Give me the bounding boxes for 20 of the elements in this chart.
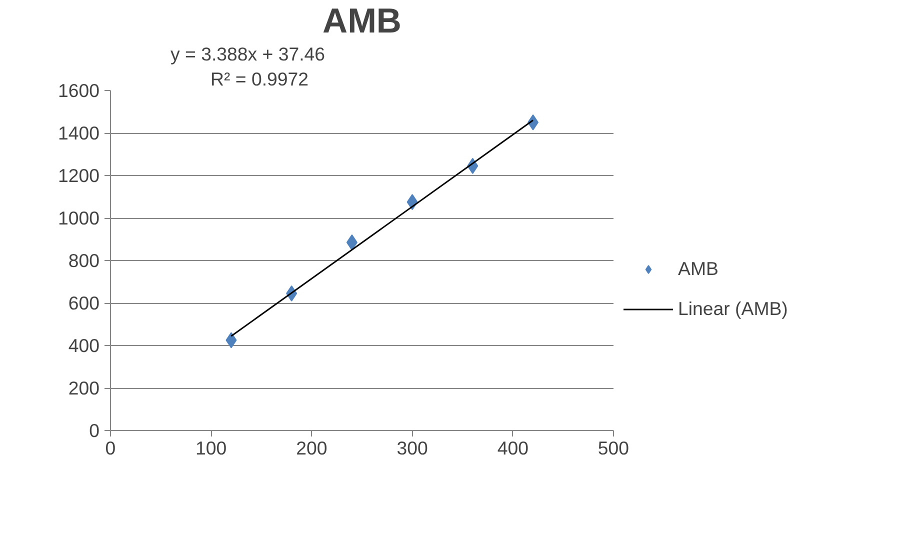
y-tick-label: 800 — [68, 250, 100, 271]
y-tick-label: 200 — [68, 378, 100, 398]
x-tick-label: 400 — [497, 438, 528, 458]
x-tick-label: 300 — [396, 438, 428, 458]
legend-label: AMB — [678, 258, 718, 280]
text: R² = 0.9972 — [210, 68, 309, 90]
chart-title: AMB — [322, 2, 402, 40]
x-tick-label: 0 — [105, 438, 116, 458]
y-tick-label: 400 — [68, 335, 100, 356]
y-tick-label: 1000 — [58, 208, 100, 228]
y-tick-label: 1400 — [58, 122, 100, 144]
x-tick-label: 200 — [296, 438, 328, 458]
legend-label: Linear (AMB) — [678, 298, 788, 320]
text: y = 3.388x + 37.46 — [170, 44, 326, 64]
y-tick-label: 1600 — [58, 80, 100, 101]
y-tick-label: 0 — [89, 420, 100, 441]
x-tick-label: 500 — [598, 438, 630, 458]
x-tick-label: 100 — [196, 438, 227, 458]
y-tick-label: 600 — [68, 292, 100, 314]
y-tick-label: 1200 — [58, 165, 100, 186]
